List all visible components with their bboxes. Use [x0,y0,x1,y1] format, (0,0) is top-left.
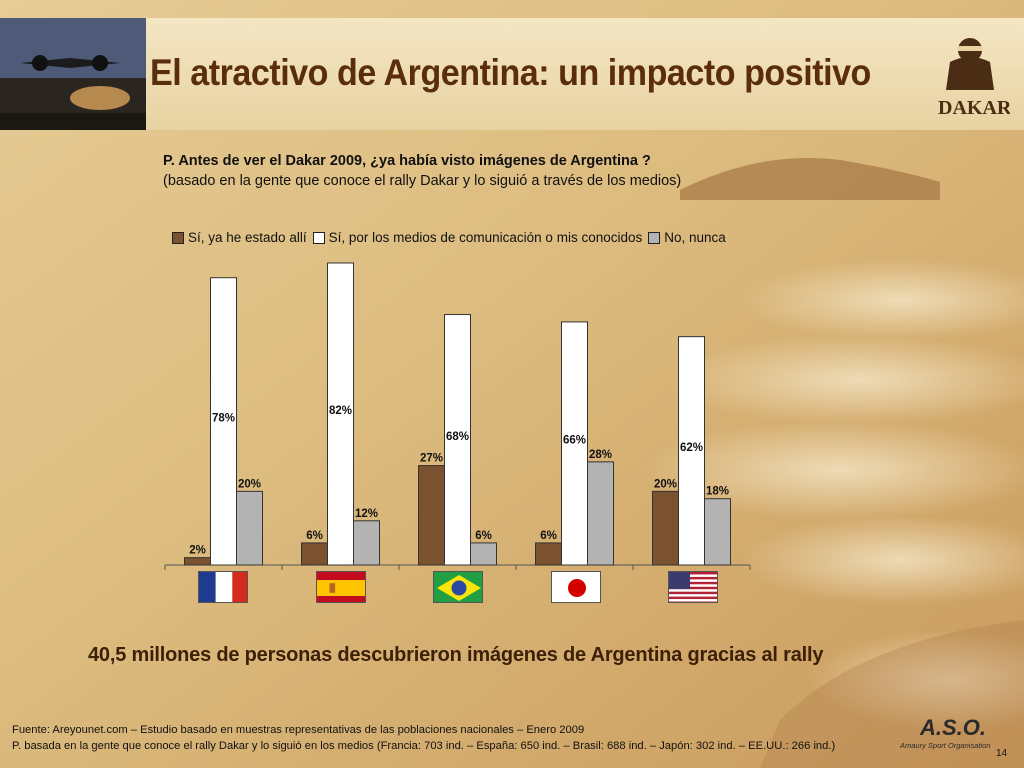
legend-item-been-there: Sí, ya he estado allí [172,230,307,245]
legend-item-media: Sí, por los medios de comunicación o mis… [312,230,643,245]
survey-question: P. Antes de ver el Dakar 2009, ¿ya había… [163,151,681,191]
flag-usa [668,571,718,603]
page-number: 14 [996,748,1008,759]
header-photo [0,18,146,130]
page-title: El atractivo de Argentina: un impacto po… [150,52,871,93]
legend-label-media: Sí, por los medios de comunicación o mis… [328,230,643,245]
chart-legend: Sí, ya he estado allí Sí, por los medios… [172,230,732,245]
footnote-base: P. basada en la gente que conoce el rall… [12,740,836,752]
legend-swatch-never [648,231,661,244]
dakar-logo: DAKAR [938,38,1010,119]
flag-spain [316,571,366,603]
flag-france [198,571,248,603]
flag-brazil [433,571,483,603]
aso-logo-text: A.S.O. [919,715,986,740]
legend-label-been-there: Sí, ya he estado allí [188,230,307,245]
flag-japan [551,571,601,603]
question-line-2: (basado en la gente que conoce el rally … [163,173,682,189]
legend-label-never: No, nunca [664,230,726,245]
legend-item-never: No, nunca [648,230,726,245]
question-line-1: P. Antes de ver el Dakar 2009, ¿ya había… [163,153,651,169]
legend-swatch-been-there [172,231,184,244]
headline: 40,5 millones de personas descubrieron i… [88,644,824,666]
footnote-source: Fuente: Areyounet.com – Estudio basado e… [12,724,585,736]
legend-swatch-media [312,231,325,244]
dakar-logo-text: DAKAR [938,97,1010,119]
aso-logo: A.S.O. Amaury Sport Organisation [899,715,990,750]
aso-logo-subtitle: Amaury Sport Organisation [899,741,990,750]
footnote: Fuente: Areyounet.com – Estudio basado e… [12,722,835,754]
